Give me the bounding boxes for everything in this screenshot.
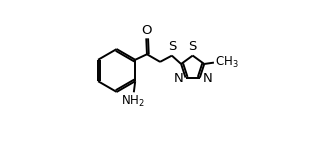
Text: S: S — [189, 40, 197, 53]
Text: N: N — [173, 72, 183, 85]
Text: CH$_3$: CH$_3$ — [215, 55, 239, 70]
Text: O: O — [142, 24, 152, 37]
Text: N: N — [202, 72, 212, 85]
Text: NH$_2$: NH$_2$ — [121, 94, 145, 109]
Text: S: S — [168, 40, 176, 53]
